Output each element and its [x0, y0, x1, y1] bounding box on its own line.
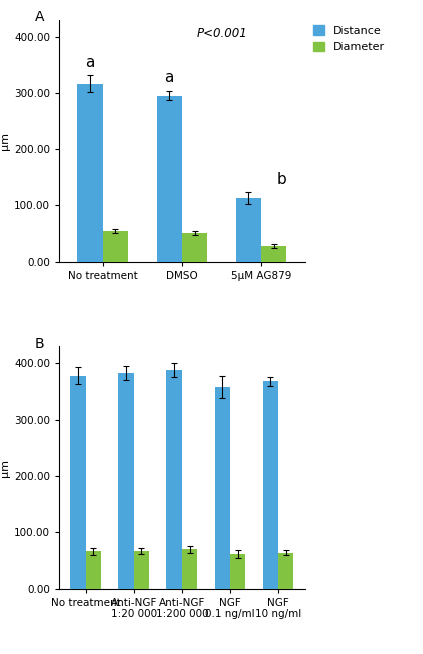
Text: a: a	[85, 55, 95, 70]
Bar	[230, 554, 245, 589]
Bar	[70, 376, 86, 589]
Y-axis label: μm: μm	[0, 458, 10, 477]
Bar	[134, 551, 149, 589]
Legend: Distance, Diameter: Distance, Diameter	[313, 25, 385, 52]
Bar	[157, 95, 182, 262]
Text: P<0.001: P<0.001	[197, 27, 247, 40]
Bar	[182, 549, 197, 589]
Text: a: a	[165, 71, 174, 86]
Bar	[278, 553, 294, 589]
Bar	[263, 381, 278, 589]
Bar	[86, 551, 101, 589]
Bar	[118, 373, 134, 589]
Y-axis label: μm: μm	[0, 131, 10, 150]
Bar	[182, 233, 207, 262]
Bar	[214, 387, 230, 589]
Bar	[261, 246, 286, 262]
Bar	[167, 370, 182, 589]
Bar	[77, 84, 103, 262]
Text: A: A	[35, 10, 44, 24]
Text: B: B	[35, 337, 44, 351]
Text: b: b	[276, 172, 286, 187]
Bar	[236, 198, 261, 262]
Bar	[103, 231, 128, 262]
